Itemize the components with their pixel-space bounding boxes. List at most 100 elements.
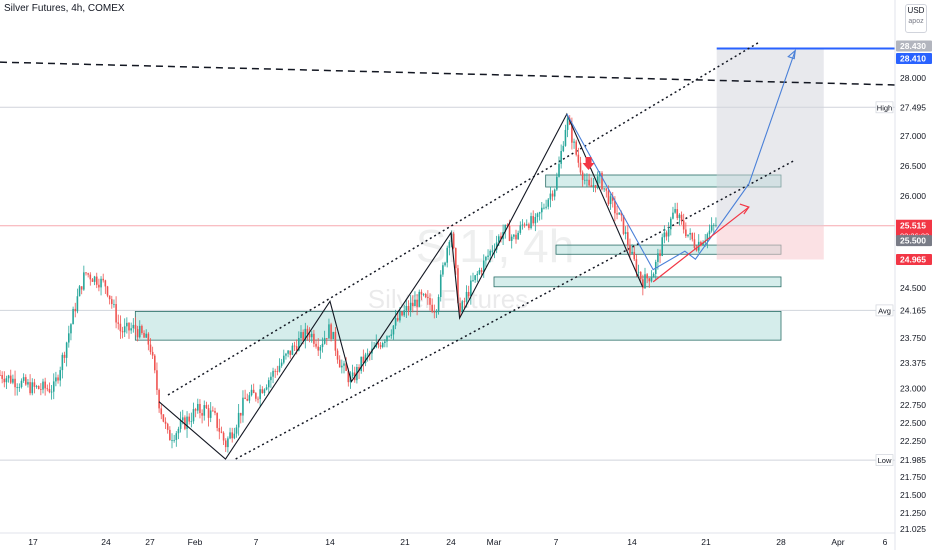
candle[interactable] bbox=[78, 284, 81, 297]
candle[interactable] bbox=[553, 188, 556, 201]
candle[interactable] bbox=[534, 213, 537, 232]
channel-lower[interactable] bbox=[235, 159, 796, 460]
candle[interactable] bbox=[633, 245, 636, 262]
candle[interactable] bbox=[300, 325, 302, 347]
candle[interactable] bbox=[429, 293, 431, 311]
candle[interactable] bbox=[233, 427, 236, 440]
candle[interactable] bbox=[549, 186, 552, 208]
candle[interactable] bbox=[57, 374, 59, 384]
candle[interactable] bbox=[491, 245, 494, 256]
candle[interactable] bbox=[461, 299, 464, 314]
candle[interactable] bbox=[545, 199, 547, 210]
candle[interactable] bbox=[0, 370, 1, 377]
candle[interactable] bbox=[173, 434, 175, 443]
candle[interactable] bbox=[283, 349, 285, 365]
candle[interactable] bbox=[37, 385, 40, 390]
candle[interactable] bbox=[240, 412, 242, 424]
candle[interactable] bbox=[394, 309, 397, 330]
candle[interactable] bbox=[310, 330, 313, 343]
candle[interactable] bbox=[407, 300, 410, 316]
candle[interactable] bbox=[315, 339, 317, 349]
candle[interactable] bbox=[674, 202, 676, 214]
candle[interactable] bbox=[119, 315, 122, 339]
candle[interactable] bbox=[285, 352, 287, 360]
candle[interactable] bbox=[201, 409, 203, 424]
candle[interactable] bbox=[132, 318, 135, 333]
candle[interactable] bbox=[444, 261, 446, 267]
candle[interactable] bbox=[495, 235, 498, 254]
candle[interactable] bbox=[162, 414, 165, 423]
candle[interactable] bbox=[682, 213, 685, 234]
price-label-target[interactable] bbox=[896, 40, 932, 52]
candle[interactable] bbox=[151, 346, 154, 360]
candle[interactable] bbox=[459, 297, 461, 316]
candle[interactable] bbox=[474, 275, 476, 283]
candle[interactable] bbox=[203, 400, 206, 421]
candle[interactable] bbox=[547, 197, 550, 210]
candle[interactable] bbox=[190, 412, 193, 428]
candle[interactable] bbox=[631, 244, 633, 255]
candle[interactable] bbox=[166, 422, 169, 434]
candle[interactable] bbox=[409, 294, 412, 317]
candle[interactable] bbox=[29, 374, 31, 396]
candle[interactable] bbox=[579, 156, 582, 176]
candle[interactable] bbox=[403, 304, 405, 318]
candle[interactable] bbox=[55, 371, 57, 387]
candle[interactable] bbox=[145, 329, 147, 338]
candle[interactable] bbox=[87, 272, 89, 278]
candle[interactable] bbox=[639, 271, 642, 283]
candle[interactable] bbox=[326, 337, 328, 346]
candle[interactable] bbox=[61, 352, 64, 379]
candle[interactable] bbox=[642, 274, 644, 296]
candle[interactable] bbox=[121, 326, 124, 339]
zone-support-0[interactable] bbox=[134, 310, 782, 341]
candle[interactable] bbox=[63, 351, 66, 363]
candle[interactable] bbox=[274, 368, 276, 378]
candle[interactable] bbox=[242, 390, 244, 423]
candle[interactable] bbox=[308, 327, 311, 343]
candle[interactable] bbox=[521, 219, 524, 230]
candle[interactable] bbox=[80, 286, 83, 295]
candle[interactable] bbox=[70, 323, 72, 341]
candle[interactable] bbox=[160, 404, 163, 420]
candle[interactable] bbox=[134, 317, 137, 336]
candle[interactable] bbox=[624, 226, 627, 240]
candle[interactable] bbox=[541, 201, 543, 220]
candle[interactable] bbox=[252, 383, 255, 394]
candle[interactable] bbox=[130, 322, 132, 334]
candle[interactable] bbox=[584, 173, 586, 185]
candle[interactable] bbox=[560, 144, 562, 169]
candle[interactable] bbox=[12, 374, 14, 385]
candle[interactable] bbox=[35, 384, 38, 389]
candle[interactable] bbox=[244, 389, 246, 400]
candle[interactable] bbox=[207, 404, 210, 427]
candle[interactable] bbox=[366, 348, 369, 362]
candle[interactable] bbox=[710, 217, 713, 233]
candle[interactable] bbox=[334, 327, 337, 356]
candle[interactable] bbox=[455, 247, 457, 275]
candle[interactable] bbox=[590, 177, 593, 188]
candle[interactable] bbox=[98, 278, 100, 292]
candle[interactable] bbox=[605, 188, 608, 198]
candle[interactable] bbox=[111, 295, 113, 309]
candle[interactable] bbox=[657, 248, 659, 270]
candle[interactable] bbox=[179, 411, 182, 433]
candle[interactable] bbox=[345, 357, 347, 372]
candle[interactable] bbox=[510, 234, 513, 249]
candle[interactable] bbox=[104, 279, 107, 294]
candle[interactable] bbox=[706, 232, 709, 249]
candle[interactable] bbox=[171, 433, 173, 449]
candle[interactable] bbox=[588, 173, 590, 188]
candle[interactable] bbox=[482, 254, 485, 278]
candle[interactable] bbox=[16, 383, 18, 396]
candle[interactable] bbox=[676, 202, 679, 221]
candle[interactable] bbox=[513, 233, 515, 240]
candle[interactable] bbox=[102, 273, 104, 283]
dashed-trendline[interactable] bbox=[0, 61, 896, 86]
candle[interactable] bbox=[158, 388, 160, 413]
candle[interactable] bbox=[412, 295, 414, 313]
candle[interactable] bbox=[442, 262, 444, 277]
candle[interactable] bbox=[594, 185, 597, 193]
candle[interactable] bbox=[289, 350, 292, 359]
